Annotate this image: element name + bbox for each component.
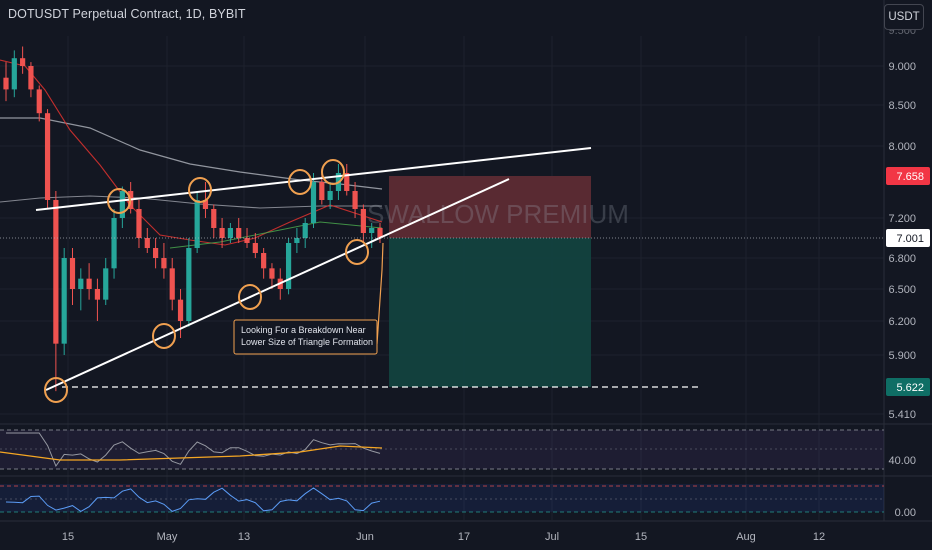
candle-body <box>194 200 200 248</box>
annotation-pointer <box>376 242 384 345</box>
candle-body <box>269 268 275 279</box>
rsi-signal-line <box>0 445 383 461</box>
candle-body <box>319 182 325 200</box>
candle-body <box>186 248 192 321</box>
annotation-line-2: Lower Size of Triangle Formation <box>241 337 373 347</box>
touch-point-circle <box>107 188 131 214</box>
candle-body <box>294 238 300 243</box>
time-axis-label: Jun <box>356 531 374 543</box>
candle-body <box>236 228 242 238</box>
current-price-tag: 7.001 <box>896 233 924 245</box>
stop-loss-zone <box>389 176 591 238</box>
candle-body <box>78 278 84 289</box>
current-price-tag-bg <box>886 229 930 247</box>
time-axis-label: Jul <box>545 531 559 543</box>
candle-body <box>227 228 233 238</box>
target-price-tag: 5.622 <box>896 382 924 394</box>
time-axis-label: 13 <box>238 531 250 543</box>
target-price-tag-bg <box>886 378 930 396</box>
rsi-line <box>6 432 381 468</box>
candle-body <box>377 228 383 238</box>
currency-button[interactable]: USDT <box>884 4 924 30</box>
lower-trendline <box>45 178 510 391</box>
candle-body <box>144 238 150 248</box>
candle-body <box>36 89 42 114</box>
candle-body <box>161 258 167 269</box>
price-axis-label: 7.200 <box>888 213 916 225</box>
stop-price-tag: 7.658 <box>896 171 924 183</box>
time-axis-label: Aug <box>736 531 756 543</box>
candle-body <box>360 209 366 233</box>
candle-body <box>103 268 109 300</box>
time-axis-label: 12 <box>813 531 825 543</box>
candle-body <box>219 228 225 238</box>
candle-body <box>111 218 117 269</box>
symbol-title: DOTUSDT Perpetual Contract, 1D, BYBIT <box>8 7 246 21</box>
candle-body <box>344 173 350 191</box>
candle-body <box>28 66 34 90</box>
candle-body <box>61 258 67 344</box>
candle-body <box>86 278 92 289</box>
candle-body <box>3 77 9 90</box>
candle-body <box>252 243 258 253</box>
price-axis-label: 8.000 <box>888 141 916 153</box>
price-axis-label: 8.500 <box>888 100 916 112</box>
price-axis-label: 6.800 <box>888 253 916 265</box>
candle-body <box>211 209 217 228</box>
candle-body <box>352 191 358 209</box>
ema-fast-line <box>0 59 383 246</box>
osc-band <box>0 484 884 512</box>
touch-point-circle <box>345 239 369 265</box>
time-axis-label: May <box>157 531 178 543</box>
candle-body <box>244 238 250 243</box>
candle-body <box>153 248 159 258</box>
candle-body <box>169 268 175 300</box>
watermark-text: SWALLOW PREMIUM <box>367 199 629 229</box>
candle-body <box>11 58 17 90</box>
osc-line <box>5 487 381 512</box>
touch-point-circle <box>238 284 262 310</box>
price-axis-label: 6.500 <box>888 284 916 296</box>
candle-body <box>69 258 76 289</box>
touch-point-circle <box>321 159 345 185</box>
touch-point-circle <box>152 323 176 349</box>
candle-body <box>202 200 209 209</box>
price-axis-label: 9.000 <box>888 61 916 73</box>
candle-body <box>53 200 59 344</box>
touch-point-circle <box>188 177 212 203</box>
time-axis-label: 15 <box>62 531 74 543</box>
time-axis-label: 15 <box>635 531 647 543</box>
candle-body <box>302 223 308 238</box>
candle-body <box>119 191 125 218</box>
candle-body <box>261 253 267 269</box>
ema-green-line <box>169 221 383 249</box>
candle-body <box>285 243 292 289</box>
upper-trendline <box>35 147 592 211</box>
candle-body <box>177 299 184 321</box>
candle-body <box>44 113 51 200</box>
price-axis-label: 5.410 <box>888 409 916 421</box>
candle-body <box>94 289 101 300</box>
osc-axis-label: 0.00 <box>895 507 916 519</box>
stop-price-tag-bg <box>886 167 930 185</box>
annotation-line-1: Looking For a Breakdown Near <box>241 325 366 335</box>
target-zone <box>389 238 591 387</box>
price-axis-label: 5.900 <box>888 350 916 362</box>
candle-body <box>136 209 142 238</box>
annotation-box <box>233 319 378 355</box>
touch-point-circle <box>288 169 312 195</box>
candle-body <box>310 182 317 223</box>
price-axis-label: 6.200 <box>888 316 916 328</box>
touch-point-circle <box>44 377 68 403</box>
candle-body <box>20 58 26 66</box>
rsi-axis-label: 40.00 <box>888 455 916 467</box>
time-axis-label: 17 <box>458 531 470 543</box>
candle-body <box>327 191 333 200</box>
candle-body <box>369 228 375 233</box>
